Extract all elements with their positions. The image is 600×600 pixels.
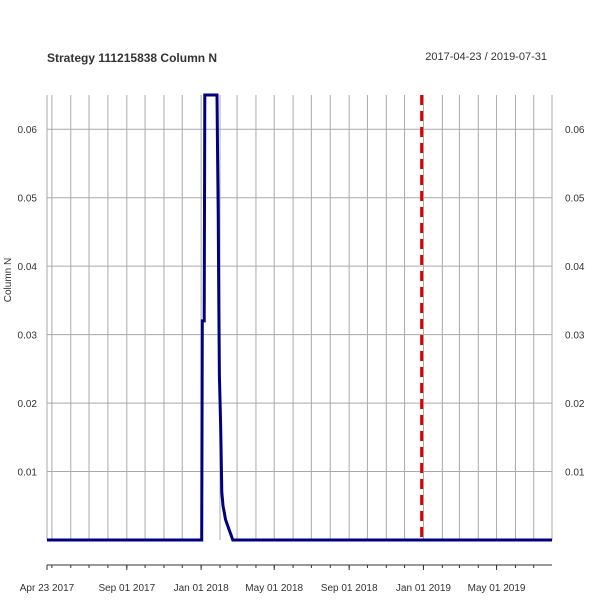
- y-tick-label-left: 0.05: [18, 194, 38, 205]
- y-tick-label-left: 0.01: [18, 468, 38, 479]
- series-line: [47, 93, 552, 542]
- y-tick-label-right: 0.06: [565, 125, 585, 136]
- y-tick-label-right: 0.03: [565, 331, 585, 342]
- x-tick-label: Sep 01 2018: [321, 583, 378, 594]
- y-tick-label-left: 0.06: [18, 125, 38, 136]
- y-axis-label: Column N: [3, 258, 14, 302]
- x-tick-label: May 01 2019: [468, 583, 526, 594]
- y-tick-label-left: 0.02: [18, 399, 38, 410]
- x-tick-label: Jan 01 2019: [396, 583, 451, 594]
- y-tick-label-right: 0.01: [565, 468, 585, 479]
- y-tick-label-right: 0.04: [565, 262, 585, 273]
- y-tick-label-right: 0.02: [565, 399, 585, 410]
- date-range: 2017-04-23 / 2019-07-31: [425, 51, 547, 63]
- x-tick-label: May 01 2018: [245, 583, 303, 594]
- y-tick-label-right: 0.05: [565, 194, 585, 205]
- y-tick-label-left: 0.03: [18, 331, 38, 342]
- x-tick-label: Apr 23 2017: [20, 583, 75, 594]
- x-tick-label: Jan 01 2018: [174, 583, 229, 594]
- x-tick-label: Sep 01 2017: [98, 583, 155, 594]
- chart-title: Strategy 111215838 Column N: [47, 51, 218, 65]
- y-tick-label-left: 0.04: [18, 262, 38, 273]
